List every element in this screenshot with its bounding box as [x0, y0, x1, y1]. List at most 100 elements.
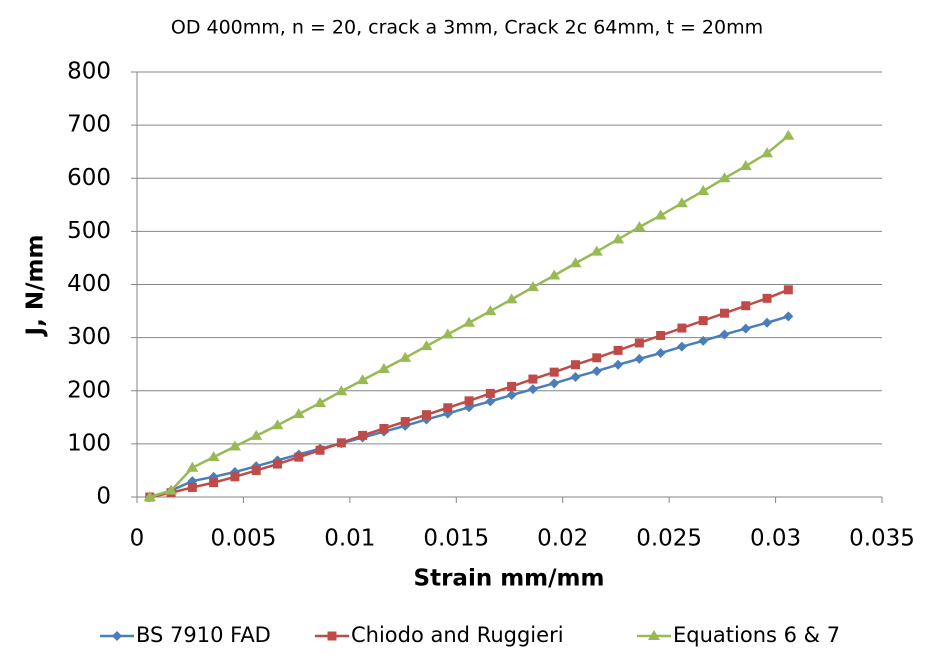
data-point: [612, 233, 625, 244]
x-tick-label: 0.02: [537, 526, 588, 552]
data-point: [676, 341, 687, 352]
data-point: [591, 366, 602, 377]
data-point: [633, 221, 646, 232]
y-axis-label: J, N/mm: [23, 235, 49, 338]
data-point: [485, 396, 496, 407]
data-point: [485, 388, 495, 398]
y-tick-label: 100: [67, 430, 111, 456]
legend-item: Equations 6 & 7: [637, 623, 840, 647]
legend-label: BS 7910 FAD: [136, 623, 271, 647]
data-point: [677, 323, 687, 333]
data-point: [762, 293, 772, 303]
data-point: [507, 382, 517, 391]
data-point: [718, 172, 731, 183]
data-point: [526, 281, 539, 292]
data-point: [356, 374, 369, 385]
data-point: [675, 197, 688, 208]
y-tick-label: 200: [67, 377, 111, 403]
y-tick-label: 0: [96, 484, 111, 510]
data-point: [570, 371, 581, 382]
data-point: [782, 129, 795, 140]
data-point: [549, 367, 559, 377]
data-point: [379, 423, 389, 433]
data-point: [143, 491, 156, 501]
x-tick-label: 0.015: [423, 526, 489, 552]
data-point: [187, 482, 197, 492]
data-point: [634, 338, 644, 348]
data-point: [719, 308, 729, 318]
data-point: [165, 484, 178, 495]
data-point: [209, 478, 219, 488]
legend-label: Equations 6 & 7: [673, 623, 840, 647]
data-point: [656, 331, 666, 340]
data-point: [549, 378, 560, 389]
y-tick-label: 500: [67, 218, 111, 244]
data-point: [783, 285, 793, 295]
data-point: [505, 293, 518, 304]
data-point: [250, 429, 263, 440]
data-point: [420, 340, 433, 351]
data-point: [527, 384, 538, 395]
data-point: [762, 317, 773, 328]
data-point: [251, 465, 261, 475]
data-point: [230, 472, 240, 482]
data-point: [294, 452, 304, 462]
legend-item: BS 7910 FAD: [100, 623, 271, 647]
data-point: [441, 328, 454, 339]
data-point: [272, 459, 282, 469]
data-point: [443, 403, 453, 413]
data-point: [228, 440, 241, 451]
data-point: [314, 396, 327, 407]
data-point: [613, 359, 624, 370]
data-point: [315, 445, 325, 455]
data-point: [570, 360, 580, 370]
legend-label: Chiodo and Ruggieri: [351, 623, 564, 647]
y-tick-label: 400: [67, 271, 111, 297]
data-point: [783, 311, 794, 322]
y-tick-label: 800: [67, 59, 111, 85]
legend-marker: [327, 631, 337, 641]
data-point: [336, 438, 346, 448]
data-point: [654, 209, 667, 220]
chart-title: OD 400mm, n = 20, crack a 3mm, Crack 2c …: [171, 17, 763, 39]
data-point: [506, 390, 517, 400]
x-tick-label: 0: [130, 526, 145, 552]
data-point: [528, 374, 538, 384]
data-point: [698, 335, 709, 346]
y-tick-label: 600: [67, 165, 111, 191]
data-point: [335, 385, 348, 396]
data-point: [740, 323, 751, 334]
data-point: [207, 451, 220, 462]
x-axis-label: Strain mm/mm: [414, 566, 605, 592]
data-point: [719, 329, 730, 340]
legend-item: Chiodo and Ruggieri: [315, 623, 564, 647]
data-point: [569, 257, 582, 268]
data-point: [741, 301, 751, 311]
x-tick-label: 0.03: [750, 526, 801, 552]
data-point: [548, 269, 561, 280]
data-point: [739, 160, 752, 171]
data-point: [761, 147, 774, 158]
data-point: [377, 362, 390, 373]
data-point: [400, 417, 410, 427]
data-point: [484, 305, 497, 316]
data-point: [590, 245, 603, 256]
legend-marker: [112, 631, 122, 641]
x-tick-label: 0.01: [324, 526, 375, 552]
legend-marker: [648, 630, 660, 640]
data-point: [655, 348, 666, 359]
data-point: [463, 316, 476, 327]
data-point: [358, 430, 368, 440]
data-point: [399, 351, 412, 362]
data-point: [613, 345, 623, 355]
series-line: [149, 134, 790, 499]
data-point: [271, 419, 284, 430]
data-point: [698, 316, 708, 326]
y-tick-label: 700: [67, 112, 111, 138]
data-point: [186, 461, 199, 472]
data-point: [697, 185, 710, 195]
x-tick-label: 0.025: [636, 526, 702, 552]
data-point: [464, 396, 474, 406]
data-point: [421, 410, 431, 420]
